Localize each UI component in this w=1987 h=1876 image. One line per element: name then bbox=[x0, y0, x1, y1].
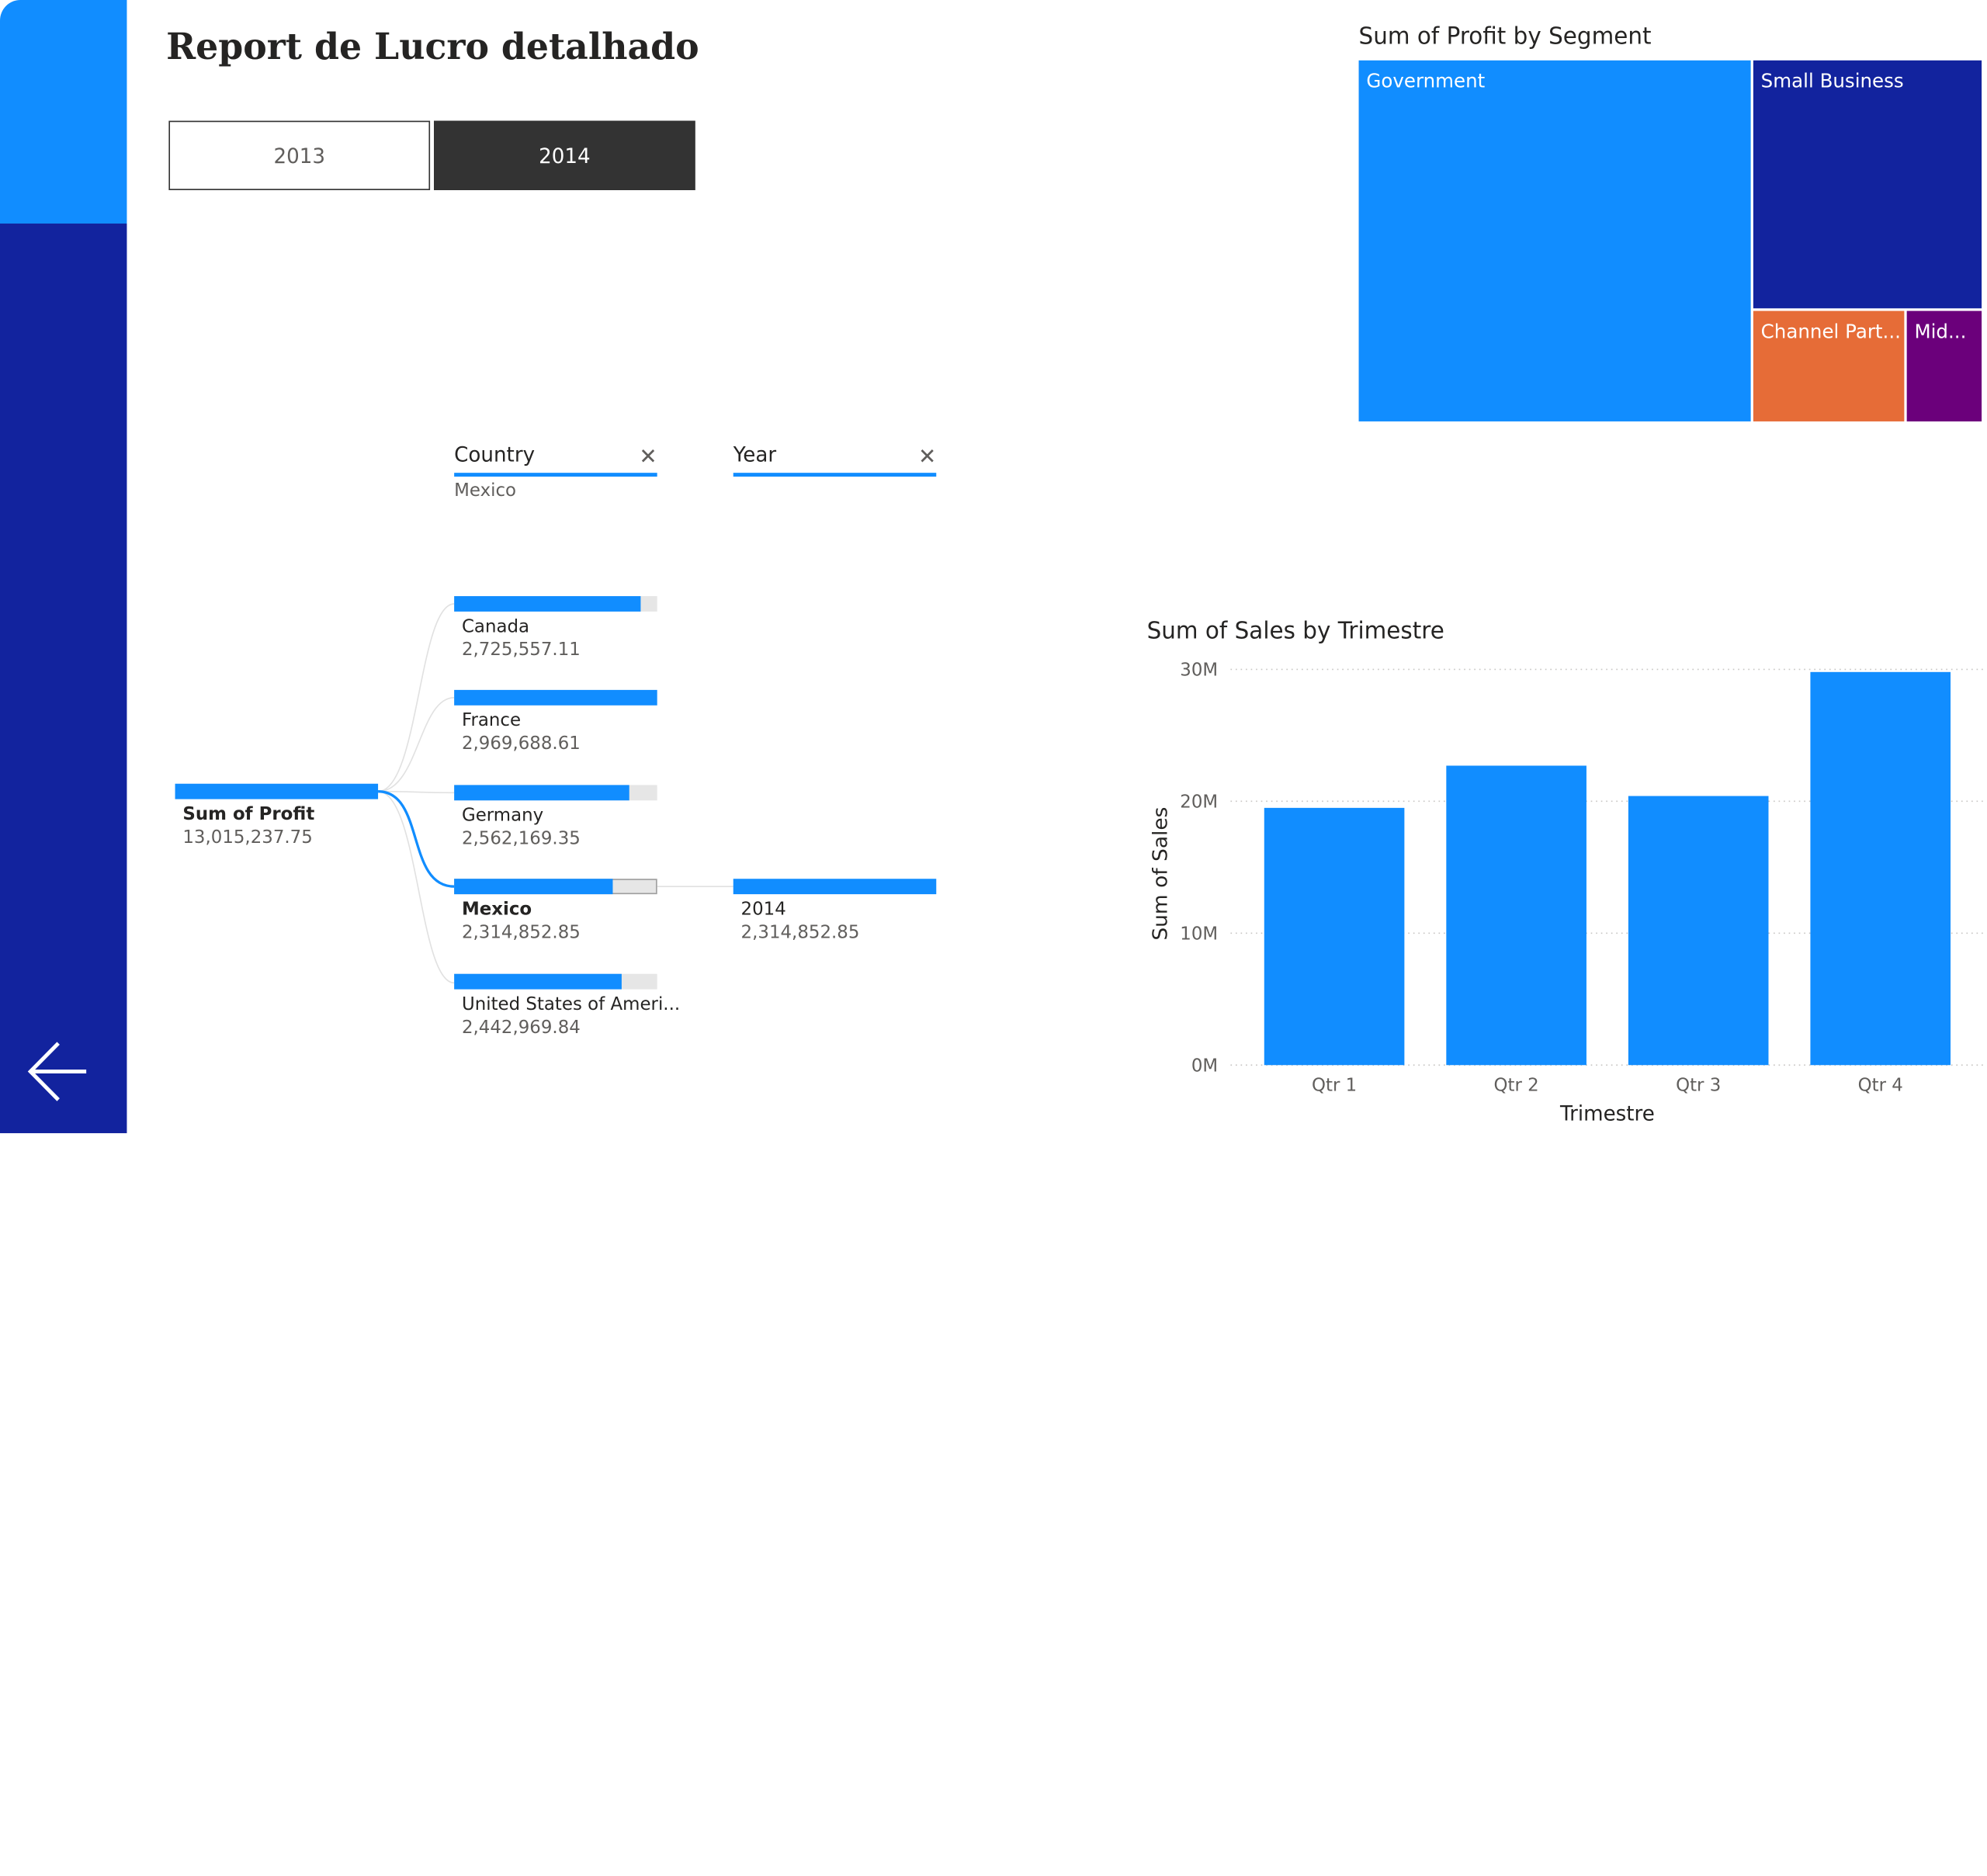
tree-node-country[interactable]: Germany 2,562,169.35 bbox=[454, 785, 670, 857]
bar-fill bbox=[454, 689, 657, 706]
tree-node-country[interactable]: France 2,969,688.61 bbox=[454, 689, 670, 762]
bar-fill bbox=[454, 879, 613, 895]
x-tick-label: Qtr 1 bbox=[1312, 1075, 1357, 1095]
close-icon[interactable]: ✕ bbox=[917, 444, 937, 470]
close-icon[interactable]: ✕ bbox=[639, 444, 657, 470]
treemap-cell-midmarket[interactable]: Mid... bbox=[1906, 310, 1982, 421]
level-header-country[interactable]: Country ✕ bbox=[454, 442, 657, 477]
tree-node-year[interactable]: 2014 2,314,852.85 bbox=[733, 879, 949, 951]
y-tick-label: 0M bbox=[1191, 1056, 1218, 1076]
node-value: 2,969,688.61 bbox=[461, 733, 581, 754]
y-tick-label: 20M bbox=[1180, 792, 1218, 813]
node-label: Mexico bbox=[461, 899, 532, 921]
decomposition-tree: Country ✕ Mexico Year ✕ Sum of Profit 13… bbox=[165, 437, 951, 1054]
x-tick-label: Qtr 2 bbox=[1494, 1075, 1539, 1095]
slicer-option-2014[interactable]: 2014 bbox=[433, 120, 695, 190]
bar-chart-title: Sum of Sales by Trimestre bbox=[1146, 618, 1444, 645]
node-value: 2,442,969.84 bbox=[461, 1017, 581, 1039]
node-label: United States of Ameri... bbox=[461, 994, 681, 1015]
tree-node-country[interactable]: Canada 2,725,557.11 bbox=[454, 596, 670, 668]
bar-fill bbox=[733, 879, 937, 895]
bar-qtr-2[interactable] bbox=[1446, 765, 1586, 1066]
bar-fill bbox=[454, 973, 622, 990]
y-axis-title: Sum of Sales bbox=[1150, 807, 1173, 941]
node-label: Germany bbox=[461, 805, 544, 827]
bar-fill bbox=[454, 596, 641, 612]
node-value: 2,562,169.35 bbox=[461, 828, 581, 850]
gridlines bbox=[1230, 668, 1985, 1066]
x-tick-label: Qtr 4 bbox=[1858, 1075, 1903, 1095]
page-title: Report de Lucro detalhado bbox=[166, 26, 699, 68]
tree-root-node[interactable]: Sum of Profit 13,015,237.75 bbox=[175, 783, 379, 856]
y-tick-label: 10M bbox=[1180, 924, 1218, 944]
arrow-left-icon bbox=[27, 1042, 87, 1101]
root-bar bbox=[175, 783, 379, 799]
treemap-title: Sum of Profit by Segment bbox=[1358, 23, 1652, 50]
node-value: 2,725,557.11 bbox=[461, 640, 581, 661]
bar-fill bbox=[454, 785, 629, 801]
level-selection-label: Mexico bbox=[454, 480, 517, 501]
treemap: Government Small Business Channel Part..… bbox=[1358, 60, 1982, 421]
nav-panel-top bbox=[0, 0, 127, 224]
tree-node-country-selected[interactable]: Mexico 2,314,852.85 bbox=[454, 879, 670, 951]
x-axis-title: Trimestre bbox=[1559, 1102, 1655, 1125]
bar-qtr-4[interactable] bbox=[1810, 671, 1951, 1066]
root-value: 13,015,237.75 bbox=[182, 827, 313, 848]
bar-qtr-1[interactable] bbox=[1264, 807, 1405, 1066]
slicer-option-2013[interactable]: 2013 bbox=[168, 120, 431, 190]
treemap-cell-government[interactable]: Government bbox=[1358, 60, 1751, 421]
node-label: France bbox=[461, 710, 522, 731]
x-tick-label: Qtr 3 bbox=[1676, 1075, 1721, 1095]
treemap-cell-channel-partners[interactable]: Channel Part... bbox=[1753, 310, 1905, 421]
tree-node-country[interactable]: United States of Ameri... 2,442,969.84 bbox=[454, 973, 680, 1046]
bar-qtr-3[interactable] bbox=[1628, 796, 1769, 1066]
y-tick-label: 30M bbox=[1180, 661, 1218, 681]
bars bbox=[1264, 671, 1951, 1066]
level-header-year[interactable]: Year ✕ bbox=[733, 442, 937, 477]
node-value: 2,314,852.85 bbox=[461, 922, 581, 943]
axis-labels: 0M 10M 20M 30M Qtr 1 Qtr 2 Qtr 3 Qtr 4 bbox=[1180, 661, 1903, 1096]
back-button[interactable] bbox=[26, 1038, 92, 1104]
nav-panel bbox=[0, 224, 127, 1133]
node-label: Canada bbox=[461, 616, 530, 638]
node-value: 2,314,852.85 bbox=[740, 922, 860, 943]
sales-by-quarter-chart: 0M 10M 20M 30M Qtr 1 Qtr 2 Qtr 3 Qtr 4 Sum of S… bbox=[1150, 661, 1985, 1125]
tree-connectors bbox=[378, 603, 733, 984]
node-label: 2014 bbox=[740, 899, 786, 921]
root-label: Sum of Profit bbox=[182, 804, 315, 825]
level-header-label: Year bbox=[733, 442, 777, 466]
level-header-label: Country bbox=[454, 442, 536, 466]
treemap-cell-small-business[interactable]: Small Business bbox=[1753, 60, 1982, 309]
